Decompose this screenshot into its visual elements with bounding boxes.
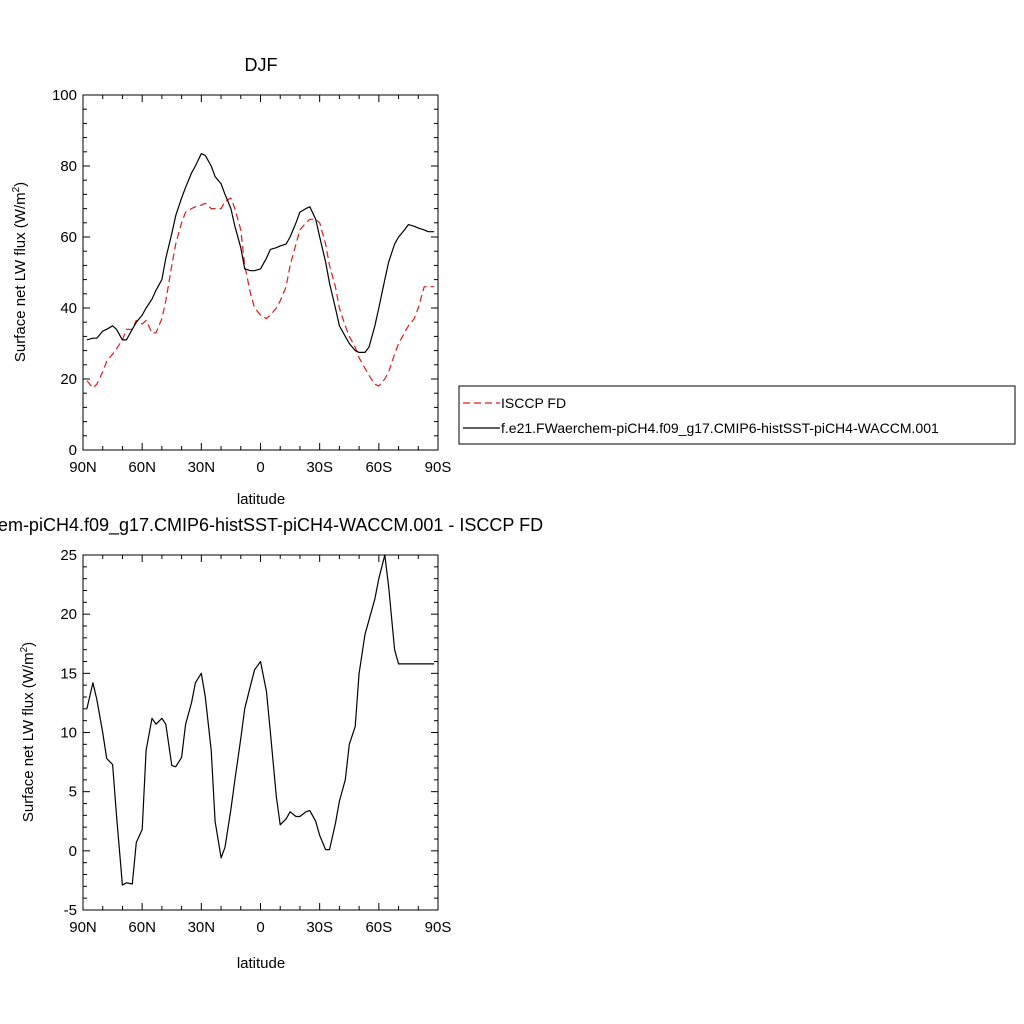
bottom-x-tick-label: 30N: [188, 919, 216, 936]
bottom-x-tick-label: 30S: [306, 919, 333, 936]
top-x-axis-label: latitude: [237, 491, 285, 508]
bottom-y-tick-label: 0: [69, 843, 77, 860]
top-x-tick-label: 60S: [365, 459, 392, 476]
top-panel: DJF 90N 60N 30N 0 30S 60S 90S 0 20 40 60 80 100 lati…: [11, 55, 1016, 508]
legend-label-isccp: ISCCP FD: [501, 395, 566, 411]
top-y-tick-label: 40: [60, 300, 77, 317]
bottom-axis-ticks: 90N 60N 30N 0 30S 60S 90S -5 0 5 10 15 20 25: [60, 547, 451, 936]
bottom-y-tick-label: 15: [60, 665, 77, 682]
bottom-panel: chem-piCH4.f09_g17.CMIP6-histSST-piCH4-W…: [0, 515, 543, 972]
bottom-x-tick-label: 90S: [425, 919, 452, 936]
top-plot-frame: [82, 94, 439, 451]
bottom-chart-title: chem-piCH4.f09_g17.CMIP6-histSST-piCH4-W…: [0, 515, 543, 536]
legend-label-model: f.e21.FWaerchem-piCH4.f09_g17.CMIP6-hist…: [501, 420, 939, 436]
bottom-series-lines: [86, 554, 435, 886]
bottom-y-tick-label: 10: [60, 725, 77, 742]
top-series-line-1: [86, 153, 435, 353]
legend-box: [458, 385, 1016, 445]
bottom-y-axis-label: Surface net LW flux (W/m2): [19, 642, 37, 822]
top-chart-title: DJF: [245, 55, 278, 75]
bottom-x-tick-label: 0: [256, 919, 264, 936]
bottom-y-tick-label: 5: [69, 784, 77, 801]
bottom-y-tick-label: 20: [60, 606, 77, 623]
top-y-tick-label: 80: [60, 158, 77, 175]
bottom-x-tick-label: 90N: [69, 919, 97, 936]
top-y-tick-label: 20: [60, 371, 77, 388]
top-y-axis-label: Surface net LW flux (W/m2): [11, 182, 29, 362]
top-y-tick-label: 60: [60, 229, 77, 246]
bottom-x-tick-label: 60N: [128, 919, 156, 936]
bottom-x-axis-label: latitude: [237, 955, 285, 972]
top-x-tick-label: 0: [256, 459, 264, 476]
bottom-y-tick-label: 25: [60, 547, 77, 564]
top-series-lines: [86, 153, 435, 389]
top-y-tick-label: 0: [69, 442, 77, 459]
top-x-tick-label: 30N: [188, 459, 216, 476]
top-y-tick-label: 100: [52, 87, 77, 104]
bottom-series-line-0: [86, 554, 435, 886]
legend: ISCCP FD f.e21.FWaerchem-piCH4.f09_g17.C…: [458, 385, 1016, 445]
top-axis-ticks: 90N 60N 30N 0 30S 60S 90S 0 20 40 60 80 100: [52, 87, 451, 476]
top-x-tick-label: 90S: [425, 459, 452, 476]
top-x-tick-label: 30S: [306, 459, 333, 476]
top-x-tick-label: 60N: [128, 459, 156, 476]
top-x-tick-label: 90N: [69, 459, 97, 476]
top-series-line-0: [86, 197, 435, 389]
bottom-plot-frame: [82, 554, 439, 911]
bottom-y-tick-label: -5: [64, 902, 77, 919]
bottom-x-tick-label: 60S: [365, 919, 392, 936]
